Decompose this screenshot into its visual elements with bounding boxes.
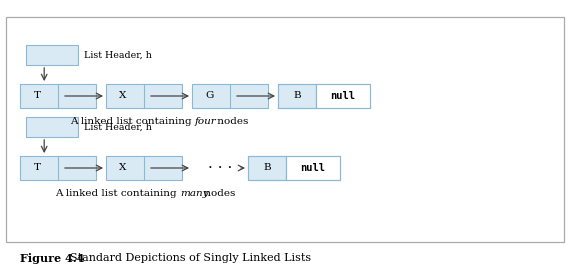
Text: nodes: nodes (214, 118, 249, 127)
Text: T: T (34, 92, 41, 101)
FancyBboxPatch shape (20, 84, 96, 108)
Text: null: null (301, 163, 325, 173)
FancyBboxPatch shape (26, 117, 78, 137)
Text: null: null (331, 91, 355, 101)
FancyBboxPatch shape (316, 84, 370, 108)
FancyBboxPatch shape (192, 84, 268, 108)
Text: X: X (119, 92, 127, 101)
Text: Figure 4.4: Figure 4.4 (20, 253, 88, 263)
FancyBboxPatch shape (248, 156, 286, 180)
Text: many: many (180, 190, 208, 199)
Text: · · ·: · · · (208, 161, 232, 175)
Text: Standard Depictions of Singly Linked Lists: Standard Depictions of Singly Linked Lis… (70, 253, 311, 263)
FancyBboxPatch shape (106, 156, 182, 180)
FancyBboxPatch shape (278, 84, 316, 108)
Text: four: four (195, 118, 217, 127)
Text: List Header, h: List Header, h (84, 123, 152, 132)
Text: List Header, h: List Header, h (84, 50, 152, 60)
FancyBboxPatch shape (26, 45, 78, 65)
FancyBboxPatch shape (20, 156, 96, 180)
FancyBboxPatch shape (6, 17, 564, 242)
Text: B: B (293, 92, 301, 101)
Text: T: T (34, 164, 41, 172)
Text: B: B (263, 164, 271, 172)
Text: A linked list containing: A linked list containing (70, 118, 195, 127)
Text: A linked list containing: A linked list containing (55, 190, 180, 199)
FancyBboxPatch shape (286, 156, 340, 180)
Text: nodes: nodes (201, 190, 235, 199)
Text: G: G (205, 92, 214, 101)
FancyBboxPatch shape (106, 84, 182, 108)
Text: X: X (119, 164, 127, 172)
